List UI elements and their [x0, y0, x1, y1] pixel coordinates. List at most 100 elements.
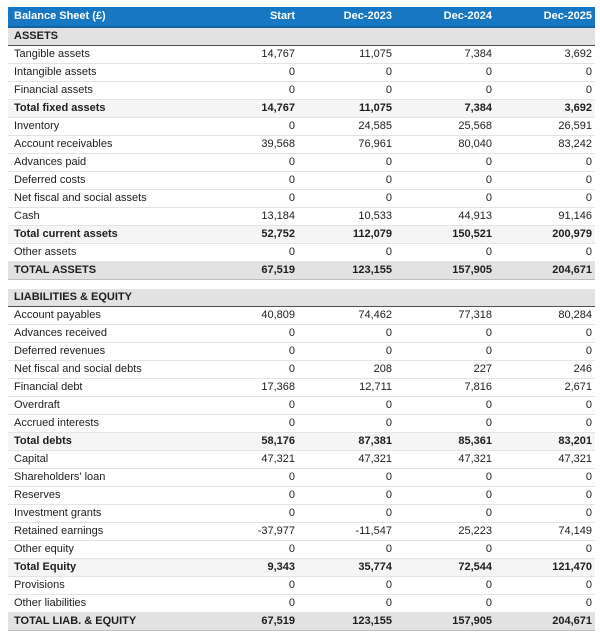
cell-value: 7,384 [395, 99, 495, 118]
cell-value: 112,079 [298, 225, 395, 244]
cell-value: 0 [495, 63, 595, 82]
cell-value: 0 [203, 486, 298, 505]
subtotal-row: Total debts 58,176 87,381 85,361 83,201 [8, 432, 595, 451]
row-label: Retained earnings [8, 522, 203, 541]
row-label: Tangible assets [8, 45, 203, 64]
row-label: Reserves [8, 486, 203, 505]
cell-value: 87,381 [298, 432, 395, 451]
header-row: Balance Sheet (£) Start Dec-2023 Dec-202… [8, 7, 595, 28]
page-title: Balance Sheet (£) [8, 7, 203, 28]
cell-value: 0 [395, 486, 495, 505]
table-row: Account payables 40,809 74,462 77,318 80,284 [8, 306, 595, 325]
cell-value: 47,321 [495, 450, 595, 469]
cell-value: 17,368 [203, 378, 298, 397]
section-row: LIABILITIES & EQUITY [8, 288, 595, 307]
header-col-dec-2023: Dec-2023 [298, 7, 395, 28]
cell-value: 25,568 [395, 117, 495, 136]
cell-value: 3,692 [495, 99, 595, 118]
cell-value: 13,184 [203, 207, 298, 226]
cell-value: 44,913 [395, 207, 495, 226]
cell-value: 0 [298, 63, 395, 82]
table-row: Financial assets 0 0 0 0 [8, 81, 595, 100]
cell-value: 47,321 [395, 450, 495, 469]
row-label: Other assets [8, 243, 203, 262]
cell-value: 9,343 [203, 558, 298, 577]
table-row: Capital 47,321 47,321 47,321 47,321 [8, 450, 595, 469]
cell-value: 0 [495, 414, 595, 433]
cell-value: 0 [298, 396, 395, 415]
table-row: Provisions 0 0 0 0 [8, 576, 595, 595]
cell-value: 150,521 [395, 225, 495, 244]
cell-value: 204,671 [495, 611, 595, 631]
row-label: Financial debt [8, 378, 203, 397]
cell-value: 0 [298, 504, 395, 523]
table-row: Retained earnings -37,977 -11,547 25,223 74,… [8, 522, 595, 541]
cell-value: 0 [395, 576, 495, 595]
cell-value: 0 [203, 153, 298, 172]
cell-value: 0 [298, 576, 395, 595]
cell-value: 0 [298, 153, 395, 172]
cell-value: 0 [495, 594, 595, 613]
table-row: Overdraft 0 0 0 0 [8, 396, 595, 415]
cell-value: 0 [298, 171, 395, 190]
cell-value: 85,361 [395, 432, 495, 451]
cell-value: 0 [298, 594, 395, 613]
cell-value: 121,470 [495, 558, 595, 577]
cell-value: 0 [203, 396, 298, 415]
cell-value: 0 [495, 243, 595, 262]
cell-value: 83,242 [495, 135, 595, 154]
row-label: Shareholders' loan [8, 468, 203, 487]
row-label: TOTAL ASSETS [8, 261, 203, 280]
cell-value: 227 [395, 360, 495, 379]
cell-value: 0 [298, 243, 395, 262]
cell-value: 72,544 [395, 558, 495, 577]
cell-value: 0 [495, 486, 595, 505]
row-label: LIABILITIES & EQUITY [8, 288, 595, 307]
table-row: Advances paid 0 0 0 0 [8, 153, 595, 172]
row-label: Advances received [8, 324, 203, 343]
cell-value: 0 [203, 540, 298, 559]
table-row: Net fiscal and social assets 0 0 0 0 [8, 189, 595, 208]
header-col-dec-2025: Dec-2025 [495, 7, 595, 28]
cell-value: -37,977 [203, 522, 298, 541]
cell-value: 24,585 [298, 117, 395, 136]
cell-value: 80,284 [495, 306, 595, 325]
row-label: ASSETS [8, 27, 595, 46]
row-label: Total debts [8, 432, 203, 451]
table-row: Investment grants 0 0 0 0 [8, 504, 595, 523]
cell-value: 0 [395, 324, 495, 343]
cell-value: 7,816 [395, 378, 495, 397]
cell-value: 11,075 [298, 99, 395, 118]
balance-sheet: Balance Sheet (£) Start Dec-2023 Dec-202… [8, 7, 595, 631]
cell-value: 14,767 [203, 99, 298, 118]
cell-value: 0 [203, 576, 298, 595]
cell-value: 0 [203, 243, 298, 262]
row-label: Total fixed assets [8, 99, 203, 118]
cell-value: 0 [298, 342, 395, 361]
table-row: Deferred costs 0 0 0 0 [8, 171, 595, 190]
cell-value: 0 [495, 540, 595, 559]
cell-value: 157,905 [395, 611, 495, 631]
cell-value: 0 [395, 81, 495, 100]
row-label: Intangible assets [8, 63, 203, 82]
balance-sheet-body: ASSETS Tangible assets 14,767 11,075 7,384 3,… [8, 27, 595, 631]
cell-value: 200,979 [495, 225, 595, 244]
cell-value: 14,767 [203, 45, 298, 64]
row-label: Total Equity [8, 558, 203, 577]
cell-value: 0 [495, 576, 595, 595]
table-row: Financial debt 17,368 12,711 7,816 2,671 [8, 378, 595, 397]
subtotal-row: Total fixed assets 14,767 11,075 7,384 3,692 [8, 99, 595, 118]
table-row: Inventory 0 24,585 25,568 26,591 [8, 117, 595, 136]
cell-value: 0 [495, 396, 595, 415]
cell-value: 3,692 [495, 45, 595, 64]
cell-value: 0 [495, 342, 595, 361]
table-row: Intangible assets 0 0 0 0 [8, 63, 595, 82]
row-label: Net fiscal and social assets [8, 189, 203, 208]
cell-value: 7,384 [395, 45, 495, 64]
header-col-start: Start [203, 7, 298, 28]
row-label: TOTAL LIAB. & EQUITY [8, 611, 203, 631]
cell-value: 0 [298, 189, 395, 208]
row-label: Capital [8, 450, 203, 469]
cell-value: 0 [395, 594, 495, 613]
spacer-row [8, 279, 595, 289]
